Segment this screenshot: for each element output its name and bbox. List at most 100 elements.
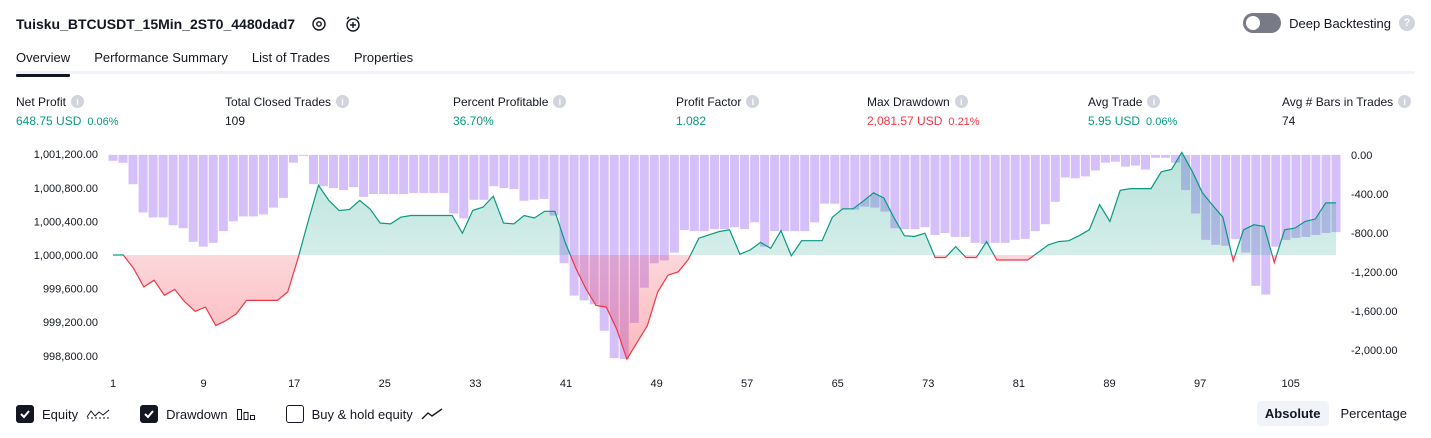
- drawdown-bar: [689, 154, 699, 232]
- stat-label: Max Drawdown: [867, 94, 950, 109]
- mode-percentage[interactable]: Percentage: [1340, 406, 1408, 421]
- legend-equity[interactable]: Equity: [16, 405, 110, 423]
- drawdown-bar: [860, 154, 870, 207]
- deep-backtesting: Deep Backtesting ?: [1243, 13, 1415, 33]
- stat-value: 648.75 USD: [16, 114, 82, 128]
- drawdown-bar: [148, 154, 158, 218]
- drawdown-bar: [1171, 154, 1181, 163]
- drawdown-bar: [178, 154, 188, 229]
- drawdown-bar: [1151, 154, 1160, 158]
- drawdown-bar: [750, 154, 760, 223]
- legend-drawdown[interactable]: Drawdown: [140, 405, 255, 423]
- drawdown-bar: [900, 154, 910, 230]
- drawdown-bar: [960, 154, 970, 237]
- drawdown-bar: [158, 154, 168, 218]
- mode-absolute[interactable]: Absolute: [1256, 401, 1329, 426]
- drawdown-bar: [288, 154, 298, 163]
- add-alert-icon[interactable]: [343, 14, 363, 34]
- drawdown-bar: [559, 154, 569, 264]
- x-tick-label: 65: [832, 378, 844, 390]
- drawdown-bar: [1060, 154, 1070, 178]
- drawdown-bar: [238, 154, 248, 217]
- drawdown-bar: [970, 154, 980, 243]
- drawdown-bar: [138, 154, 148, 213]
- drawdown-bar: [299, 154, 308, 156]
- tab-overview[interactable]: Overview: [16, 46, 71, 77]
- drawdown-bar: [459, 154, 469, 219]
- stat-value: 5.95 USD: [1088, 114, 1141, 128]
- left-tick-label: 1,000,000.00: [34, 250, 98, 262]
- stat-value: 1.082: [676, 114, 707, 128]
- drawdown-bar: [1070, 154, 1080, 179]
- drawdown-bar: [760, 154, 770, 247]
- left-tick-label: 1,000,800.00: [34, 183, 98, 195]
- right-tick-label: -400.00: [1351, 189, 1388, 201]
- drawdown-bar: [599, 154, 609, 331]
- info-icon[interactable]: i: [71, 95, 85, 108]
- drawdown-bar: [228, 154, 238, 222]
- checkbox-buy-hold[interactable]: [285, 405, 304, 423]
- drawdown-bar: [1121, 154, 1130, 167]
- x-tick-label: 41: [560, 378, 572, 390]
- drawdown-bar: [720, 154, 729, 230]
- drawdown-bar: [1110, 154, 1120, 162]
- checkbox-equity[interactable]: [16, 405, 34, 423]
- drawdown-bar: [710, 154, 719, 230]
- help-icon[interactable]: ?: [1399, 15, 1415, 31]
- checkbox-drawdown[interactable]: [140, 405, 159, 423]
- info-icon[interactable]: i: [1398, 95, 1412, 108]
- drawdown-bar: [880, 154, 890, 212]
- drawdown-bar: [309, 154, 318, 185]
- drawdown-bar: [1161, 154, 1171, 158]
- left-tick-label: 998,800.00: [43, 351, 98, 363]
- drawdown-bar: [1241, 154, 1251, 253]
- drawdown-bar: [519, 154, 529, 201]
- drawdown-bar: [890, 154, 900, 229]
- drawdown-bar: [649, 154, 659, 264]
- x-tick-label: 97: [1194, 378, 1206, 390]
- legend-buy-hold[interactable]: Buy & hold equity: [285, 405, 443, 423]
- stats-row: Net Profit i 648.75 USD 0.06% Total Closed…: [16, 94, 1415, 130]
- tabs-bar: Overview Performance Summary List of Tra…: [16, 46, 1415, 77]
- info-icon[interactable]: i: [336, 95, 350, 108]
- drawdown-bar: [830, 154, 840, 204]
- drawdown-bar: [268, 154, 278, 208]
- drawdown-bar: [1020, 154, 1030, 239]
- stat-percent-profitable: Percent Profitable i 36.70%: [453, 94, 567, 128]
- drawdown-bar: [359, 154, 369, 197]
- deep-backtesting-toggle[interactable]: [1243, 13, 1282, 33]
- drawdown-bar: [218, 154, 228, 232]
- info-icon[interactable]: i: [1147, 95, 1161, 108]
- drawdown-bar: [1131, 154, 1140, 166]
- info-icon[interactable]: i: [746, 95, 760, 108]
- stat-label: Profit Factor: [676, 94, 742, 109]
- drawdown-bar: [1251, 154, 1261, 286]
- drawdown-bar: [1030, 154, 1040, 232]
- drawdown-bar: [379, 154, 389, 194]
- stat-avg-bars-in-trades: Avg # Bars in Trades i 74: [1282, 94, 1412, 128]
- drawdown-bar: [639, 154, 649, 288]
- left-tick-label: 1,000,400.00: [34, 216, 98, 228]
- strategy-header: Tuisku_BTCUSDT_15Min_2ST0_4480dad7: [16, 12, 363, 36]
- left-tick-label: 999,600.00: [43, 284, 98, 296]
- drawdown-bar: [1090, 154, 1100, 171]
- x-tick-label: 1: [110, 378, 116, 390]
- drawdown-bar: [339, 154, 349, 191]
- drawdown-bar: [389, 154, 399, 194]
- drawdown-bar: [990, 154, 1000, 243]
- drawdown-bar: [1271, 154, 1281, 247]
- info-icon[interactable]: i: [954, 95, 968, 108]
- drawdown-bar: [1331, 154, 1341, 233]
- drawdown-bar: [399, 154, 409, 194]
- tab-properties[interactable]: Properties: [353, 50, 414, 65]
- settings-icon[interactable]: [309, 14, 329, 34]
- stat-avg-trade: Avg Trade i 5.95 USD 0.06%: [1088, 94, 1177, 129]
- info-icon[interactable]: i: [553, 95, 567, 108]
- tab-list-of-trades[interactable]: List of Trades: [251, 50, 330, 65]
- drawdown-bar: [850, 154, 860, 210]
- strategy-title: Tuisku_BTCUSDT_15Min_2ST0_4480dad7: [16, 16, 296, 32]
- drawdown-bar: [499, 154, 509, 189]
- tab-performance-summary[interactable]: Performance Summary: [94, 50, 228, 65]
- equity-profit-area: [113, 152, 1336, 255]
- right-tick-label: -1,200.00: [1351, 267, 1397, 279]
